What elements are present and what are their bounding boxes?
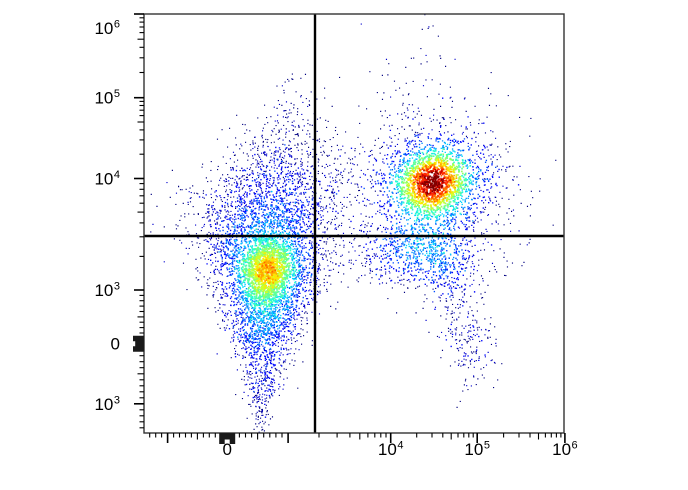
svg-text:105: 105 (94, 88, 120, 108)
svg-text:104: 104 (378, 440, 404, 460)
svg-text:106: 106 (552, 440, 578, 460)
svg-text:103: 103 (94, 394, 120, 414)
svg-text:0: 0 (111, 335, 120, 354)
svg-text:105: 105 (464, 440, 490, 460)
svg-text:0: 0 (222, 440, 231, 459)
svg-text:103: 103 (94, 281, 120, 301)
svg-text:106: 106 (94, 19, 120, 39)
svg-text:104: 104 (94, 169, 120, 189)
